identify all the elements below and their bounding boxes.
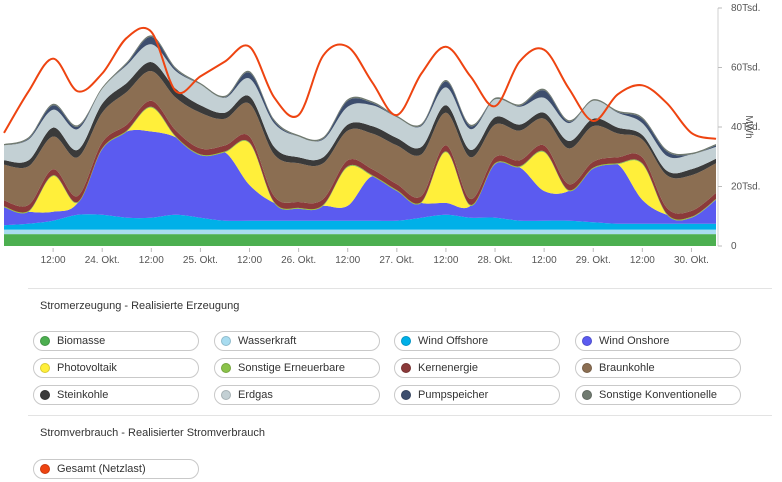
legend-label: Erdgas <box>238 389 273 401</box>
legend-label: Steinkohle <box>57 389 109 401</box>
legend-item-braunkohle[interactable]: Braunkohle <box>575 358 741 378</box>
legend-label: Pumpspeicher <box>418 389 489 401</box>
legend-item-gesamt-netzlast[interactable]: Gesamt (Netzlast) <box>33 459 199 479</box>
legend-item-kernenergie[interactable]: Kernenergie <box>394 358 560 378</box>
legend-swatch <box>401 336 411 346</box>
legend-swatch <box>221 363 231 373</box>
legend-label: Gesamt (Netzlast) <box>57 463 146 475</box>
legend-swatch <box>40 363 50 373</box>
x-tick-label: 12:00 <box>335 255 360 266</box>
legend-swatch <box>40 336 50 346</box>
legend-swatch <box>221 336 231 346</box>
area-biomasse <box>4 234 716 246</box>
x-tick-label: 12:00 <box>532 255 557 266</box>
y-axis: 0 20Tsd. 40Tsd. 60Tsd. 80Tsd. <box>717 3 760 252</box>
legend-item-pumpspeicher[interactable]: Pumpspeicher <box>394 385 560 405</box>
legend-swatch <box>582 390 592 400</box>
legend-item-sonstige-konventionelle[interactable]: Sonstige Konventionelle <box>575 385 741 405</box>
x-tick-label: 12:00 <box>433 255 458 266</box>
y-tick-label: 40Tsd. <box>731 122 760 133</box>
legend-label: Wasserkraft <box>238 335 297 347</box>
y-tick-label: 0 <box>731 241 737 252</box>
y-axis-unit-label: MWh <box>743 115 754 138</box>
legend-swatch <box>221 390 231 400</box>
legend-label: Sonstige Konventionelle <box>599 389 718 401</box>
x-tick-label: 12:00 <box>237 255 262 266</box>
x-tick-label: 12:00 <box>630 255 655 266</box>
legend-item-wind-onshore[interactable]: Wind Onshore <box>575 331 741 351</box>
legend-section-title-generation: Stromerzeugung - Realisierte Erzeugung <box>40 300 240 312</box>
legend-label: Braunkohle <box>599 362 655 374</box>
y-tick-label: 60Tsd. <box>731 63 760 74</box>
x-tick-label: 12:00 <box>41 255 66 266</box>
load-line-group <box>3 26 717 140</box>
legend-swatch <box>582 336 592 346</box>
legend-swatch <box>40 390 50 400</box>
area-braunkohle <box>4 71 716 214</box>
legend-item-steinkohle[interactable]: Steinkohle <box>33 385 199 405</box>
y-tick-label: 80Tsd. <box>731 3 760 14</box>
x-tick-label: 25. Okt. <box>183 255 218 266</box>
legend-swatch <box>401 363 411 373</box>
legend-item-biomasse[interactable]: Biomasse <box>33 331 199 351</box>
legend-item-wind-offshore[interactable]: Wind Offshore <box>394 331 560 351</box>
legend-section-title-consumption: Stromverbrauch - Realisierter Stromverbr… <box>40 427 265 439</box>
x-tick-label: 28. Okt. <box>478 255 513 266</box>
legend-item-photovoltaik[interactable]: Photovoltaik <box>33 358 199 378</box>
area-wind-onshore <box>4 129 716 226</box>
legend-label: Wind Onshore <box>599 335 670 347</box>
x-tick-label: 24. Okt. <box>85 255 120 266</box>
legend-label: Wind Offshore <box>418 335 489 347</box>
x-axis: 12:00 24. Okt. 12:00 25. Okt. 12:00 26. Okt. 1… <box>41 248 709 266</box>
area-wasserkraft <box>4 229 716 235</box>
divider-middle <box>28 415 772 416</box>
x-tick-label: 30. Okt. <box>674 255 709 266</box>
line-gesamt-netzlast <box>3 26 717 140</box>
legend-item-erdgas[interactable]: Erdgas <box>214 385 380 405</box>
divider-top <box>28 288 772 289</box>
x-tick-label: 26. Okt. <box>281 255 316 266</box>
x-tick-label: 12:00 <box>139 255 164 266</box>
x-tick-label: 27. Okt. <box>379 255 414 266</box>
legend-label: Sonstige Erneuerbare <box>238 362 346 374</box>
legend-item-wasserkraft[interactable]: Wasserkraft <box>214 331 380 351</box>
x-tick-label: 29. Okt. <box>576 255 611 266</box>
area-series-group <box>4 35 716 246</box>
area-erdgas <box>4 44 716 174</box>
legend-label: Biomasse <box>57 335 106 347</box>
legend-label: Photovoltaik <box>57 362 117 374</box>
legend-swatch <box>401 390 411 400</box>
y-tick-label: 20Tsd. <box>731 182 760 193</box>
legend-item-sonstige-erneuerbare[interactable]: Sonstige Erneuerbare <box>214 358 380 378</box>
legend-swatch <box>582 363 592 373</box>
legend-label: Kernenergie <box>418 362 478 374</box>
area-wind-offshore <box>4 214 716 230</box>
legend-swatch <box>40 464 50 474</box>
